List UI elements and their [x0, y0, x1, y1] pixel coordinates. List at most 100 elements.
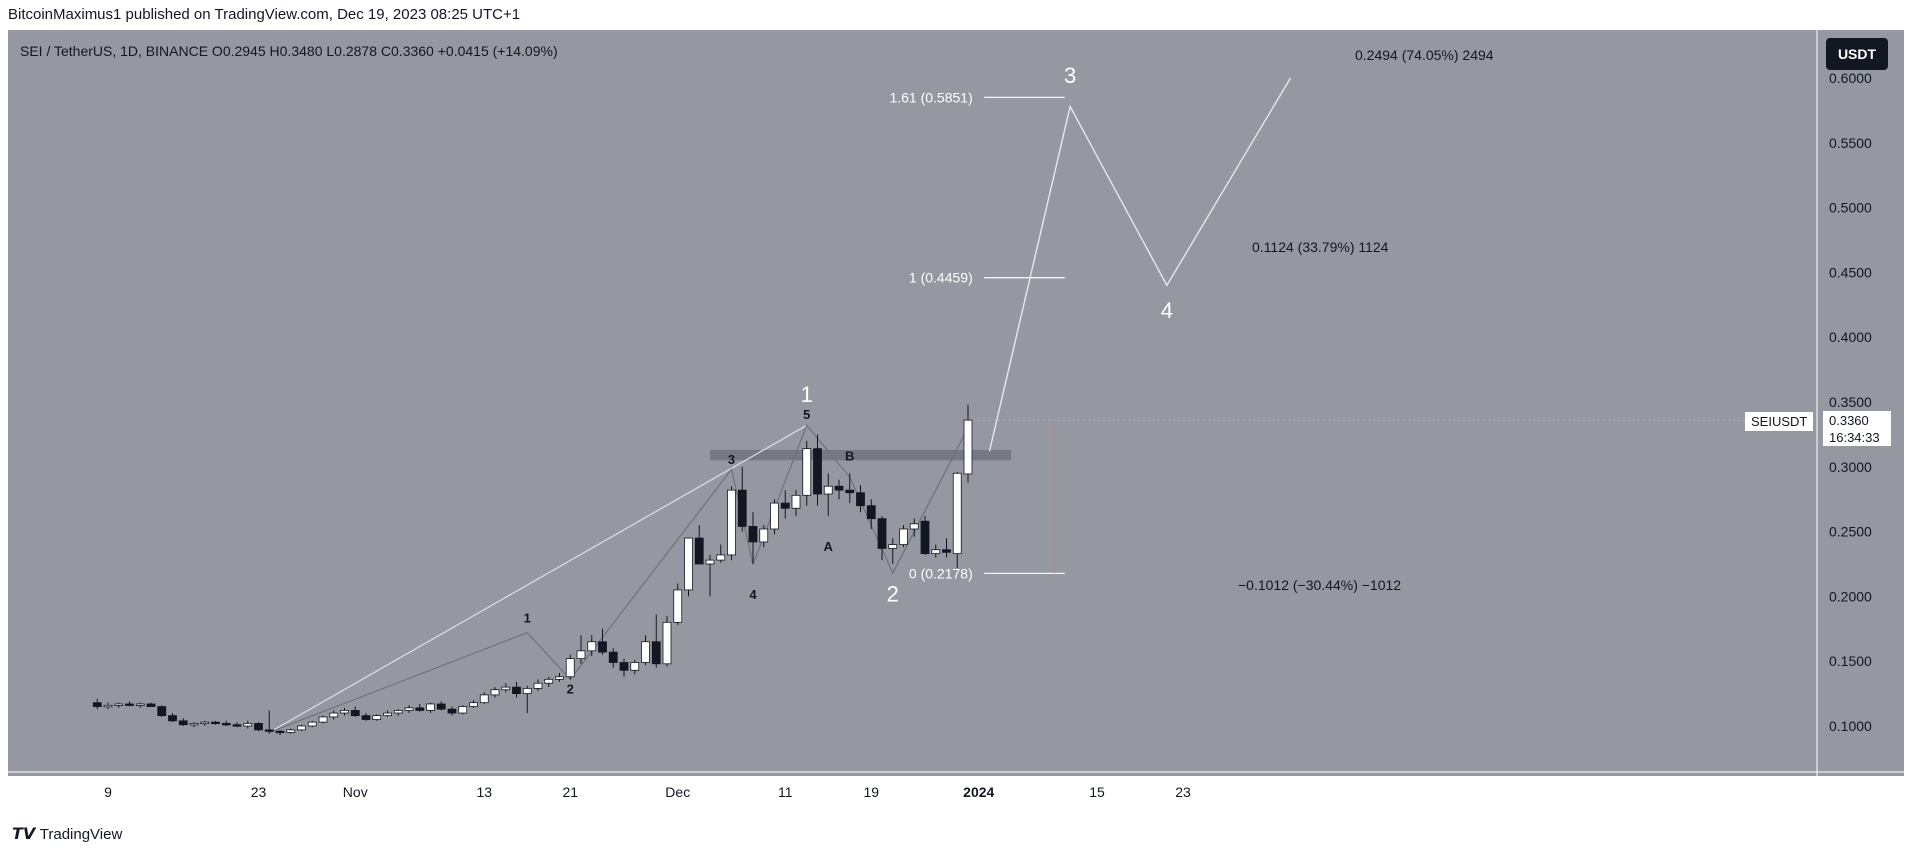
tradingview-logo[interactable]: 𝙏𝙑 TradingView: [12, 824, 122, 844]
candle-body: [866, 505, 876, 520]
candle-body: [393, 710, 403, 714]
symbol-name: SEI / TetherUS, 1D, BINANCE: [20, 43, 209, 59]
candle-body: [469, 702, 478, 707]
candle-body: [759, 528, 769, 543]
x-tick-label: 9: [104, 784, 112, 800]
y-tick-label: 0.2500: [1829, 524, 1872, 540]
candle-body: [479, 694, 489, 704]
footer-brand: TradingView: [39, 826, 123, 843]
candle-body: [694, 537, 704, 565]
candle-body: [415, 707, 425, 711]
resistance-zone: [710, 449, 1011, 461]
x-tick-label: 23: [1175, 784, 1191, 800]
candle-body: [243, 723, 253, 727]
candle-body: [823, 485, 833, 495]
candle-body: [845, 489, 855, 494]
open-value: 0.2945: [222, 43, 266, 59]
chart-area[interactable]: [8, 30, 1904, 776]
y-tick-label: 0.5000: [1829, 200, 1872, 216]
candle-body: [737, 489, 747, 527]
subwave-path: [269, 424, 969, 734]
candle-body: [673, 589, 683, 623]
candle-body: [522, 688, 532, 695]
wave-label-major: 2: [887, 582, 899, 607]
candle-body: [888, 544, 898, 549]
candle-body: [114, 703, 124, 706]
x-tick-label: 2024: [963, 784, 994, 800]
y-tick-label: 0.3000: [1829, 459, 1872, 475]
wave-label-minor: 5: [803, 407, 810, 422]
low-value: 0.2878: [334, 43, 377, 59]
x-tick-label: 19: [863, 784, 879, 800]
symbol-legend: SEI / TetherUS, 1D, BINANCE O0.2945 H0.3…: [20, 43, 558, 59]
candle-body: [748, 526, 758, 543]
currency-button[interactable]: USDT: [1826, 38, 1888, 70]
candle-body: [501, 686, 511, 691]
candle-body: [189, 723, 199, 726]
x-tick-label: 11: [778, 784, 793, 800]
candle-body: [684, 537, 693, 591]
candle-body: [340, 710, 349, 714]
candle-body: [512, 686, 521, 694]
candle-body: [329, 712, 339, 718]
measurement-label: 0.1124 (33.79%) 1124: [1252, 239, 1389, 255]
candle-body: [619, 662, 629, 671]
candle-body: [544, 678, 554, 684]
candle-body: [264, 729, 274, 732]
candle-body: [909, 523, 919, 530]
candle-body: [727, 489, 736, 556]
candle-body: [307, 721, 317, 727]
close-value: 0.3360: [391, 43, 434, 59]
candle-body: [458, 706, 468, 714]
candle-body: [587, 641, 597, 652]
y-tick-label: 0.5500: [1829, 135, 1872, 151]
candle-body: [275, 730, 285, 734]
candle-body: [931, 549, 941, 555]
candle-body: [436, 703, 446, 710]
candle-body: [92, 702, 102, 707]
candle-body: [447, 708, 457, 714]
close-label: C: [380, 43, 392, 59]
open-label: O: [211, 43, 223, 59]
candle-body: [533, 682, 543, 689]
candle-body: [361, 715, 371, 720]
wave-label-minor: 1: [524, 610, 531, 625]
candle-body: [834, 485, 844, 491]
y-tick-label: 0.6000: [1829, 70, 1872, 86]
candle-body: [211, 721, 220, 725]
wave-label-minor: 4: [749, 587, 757, 602]
wave-label-major: 4: [1161, 298, 1173, 323]
top-bar: BitcoinMaximus1 published on TradingView…: [0, 0, 1911, 30]
wave-label-minor: A: [824, 539, 834, 554]
candle-body: [802, 448, 812, 496]
candle-body: [942, 549, 951, 553]
y-tick-label: 0.4000: [1829, 329, 1872, 345]
last-price-symbol-tag: SEIUSDT: [1745, 412, 1814, 431]
high-value: 0.3480: [279, 43, 323, 59]
candle-body: [963, 419, 973, 475]
candle-body: [232, 724, 242, 727]
candle-body: [135, 703, 145, 706]
candle-body: [813, 448, 822, 495]
candle-body: [490, 689, 500, 696]
candle-body: [221, 723, 231, 726]
wave-label-minor: 3: [728, 452, 735, 467]
candle-body: [168, 715, 177, 722]
fib-level-label: 0 (0.2178): [909, 565, 973, 581]
wave-label-major: 3: [1064, 63, 1076, 88]
footer-bar: [0, 812, 1911, 849]
wave-label-minor: 2: [567, 682, 574, 697]
x-tick-label: 13: [476, 784, 492, 800]
candle-body: [426, 703, 435, 711]
candle-body: [598, 641, 607, 653]
projection-path: [988, 77, 1292, 452]
candle-body: [899, 528, 908, 545]
x-tick-label: Nov: [343, 784, 368, 800]
candle-timer-tag: 16:34:33: [1823, 429, 1891, 446]
candle-body: [383, 712, 392, 717]
y-tick-label: 0.2000: [1829, 588, 1872, 604]
x-tick-label: 21: [562, 784, 578, 800]
y-tick-label: 0.1500: [1829, 653, 1872, 669]
candle-body: [297, 725, 306, 731]
